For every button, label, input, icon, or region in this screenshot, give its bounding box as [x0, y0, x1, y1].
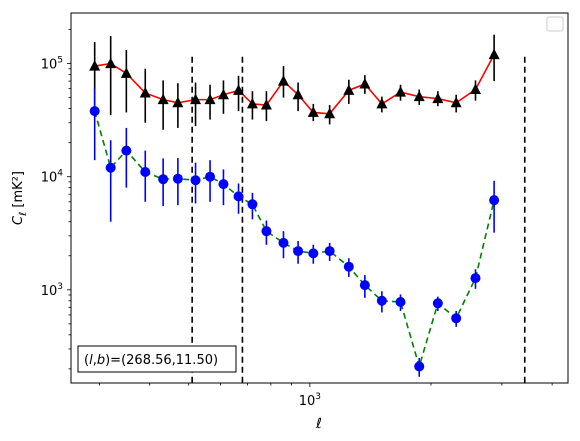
- data-point-triangle: [190, 93, 202, 105]
- y-axis-label: Cℓ [mK²]: [11, 171, 29, 225]
- data-point-triangle: [120, 67, 132, 78]
- data-point-triangle: [450, 96, 462, 108]
- y-tick-label: 103: [41, 282, 63, 299]
- data-point-triangle: [343, 84, 355, 95]
- data-point-circle: [140, 167, 151, 178]
- series-line-circles: [93, 110, 495, 370]
- data-point-circle: [121, 145, 132, 156]
- data-point-circle: [293, 246, 304, 257]
- coordinate-annotation: (l,b)=(268.56,11.50): [84, 353, 218, 368]
- data-point-circle: [261, 226, 272, 237]
- data-point-triangle: [157, 93, 169, 105]
- data-point-circle: [218, 179, 229, 190]
- series-line-triangles: [94, 54, 495, 115]
- data-point-triangle: [172, 96, 184, 108]
- data-point-triangle: [277, 75, 289, 86]
- data-point-triangle: [89, 60, 101, 71]
- data-point-circle: [205, 171, 216, 182]
- data-point-triangle: [432, 92, 444, 104]
- annotation-box: (l,b)=(268.56,11.50): [77, 345, 237, 373]
- data-point-circle: [324, 246, 335, 257]
- data-point-circle: [233, 191, 244, 202]
- data-point-triangle: [469, 83, 481, 94]
- y-tick-label: 105: [41, 56, 63, 73]
- data-point-circle: [158, 174, 169, 185]
- data-point-triangle: [488, 48, 500, 60]
- data-point-circle: [414, 361, 425, 372]
- data-point-circle: [278, 237, 289, 248]
- data-point-triangle: [105, 57, 117, 69]
- data-point-triangle: [139, 86, 151, 98]
- data-point-circle: [470, 273, 481, 284]
- x-tick-label: 103: [299, 392, 321, 409]
- data-point-circle: [451, 313, 462, 324]
- plot-frame: [70, 12, 569, 384]
- data-point-circle: [359, 280, 370, 291]
- data-point-triangle: [413, 90, 425, 102]
- x-axis-label: ℓ: [315, 416, 322, 432]
- data-point-circle: [247, 199, 258, 210]
- data-point-triangle: [217, 88, 229, 100]
- data-point-circle: [432, 298, 443, 309]
- data-point-triangle: [204, 93, 216, 105]
- data-point-triangle: [324, 107, 336, 119]
- y-tick-label: 104: [41, 169, 64, 186]
- data-point-circle: [489, 195, 500, 206]
- data-point-circle: [105, 162, 116, 173]
- data-point-triangle: [292, 88, 304, 100]
- data-point-circle: [89, 106, 100, 117]
- data-point-circle: [190, 175, 201, 186]
- data-point-triangle: [359, 77, 371, 89]
- data-point-triangle: [246, 97, 258, 109]
- data-point-triangle: [233, 84, 245, 95]
- data-point-circle: [343, 261, 354, 272]
- data-point-circle: [376, 295, 387, 306]
- data-point-triangle: [307, 106, 319, 117]
- data-point-circle: [308, 248, 319, 259]
- legend-box: [546, 16, 564, 32]
- data-point-triangle: [395, 86, 407, 97]
- data-point-triangle: [260, 99, 272, 110]
- data-point-circle: [395, 297, 406, 308]
- data-point-triangle: [376, 97, 388, 109]
- data-point-circle: [172, 173, 183, 184]
